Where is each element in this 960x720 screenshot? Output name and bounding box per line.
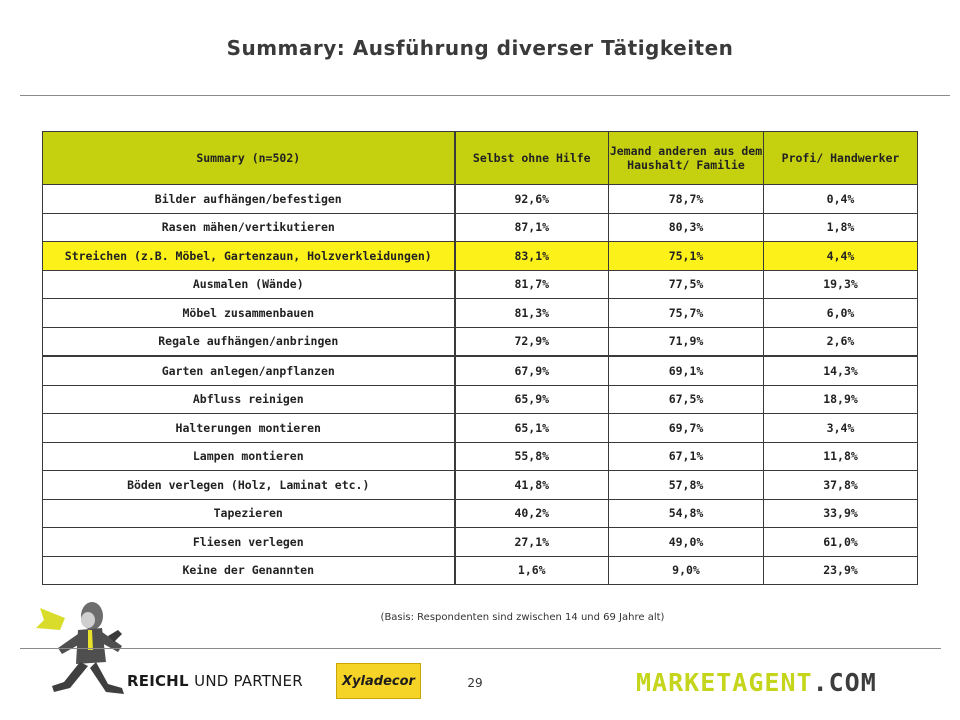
reichl-logo-rest: UND PARTNER: [194, 672, 303, 690]
table-cell: 3,4%: [763, 413, 918, 443]
table-cell: 11,8%: [763, 441, 918, 471]
table-row: Fliesen verlegen 27,1% 49,0% 61,0%: [42, 527, 918, 557]
table-cell: 81,7%: [454, 269, 609, 299]
xyladecor-logo: Xyladecor: [336, 663, 421, 699]
table-cell: 40,2%: [454, 498, 609, 528]
table-cell: 71,9%: [608, 326, 764, 357]
table-cell: 41,8%: [454, 470, 609, 500]
table-cell: 77,5%: [608, 269, 764, 299]
table-cell: 57,8%: [608, 470, 764, 500]
table-row: Regale aufhängen/anbringen 72,9% 71,9% 2,6%: [42, 326, 918, 357]
row-label: Lampen montieren: [42, 441, 456, 471]
table-cell: 81,3%: [454, 298, 609, 328]
running-businessman-icon: [30, 590, 130, 714]
table-cell: 0,4%: [763, 184, 918, 214]
table-cell: 67,9%: [454, 355, 609, 386]
table-cell: 23,9%: [763, 555, 918, 585]
table-cell: 4,4%: [763, 241, 918, 271]
table-header-row: Summary (n=502) Selbst ohne Hilfe Jemand…: [42, 131, 918, 185]
table-cell: 2,6%: [763, 326, 918, 357]
marketagent-logo-main: MARKETAGENT: [636, 668, 813, 697]
table-row: Böden verlegen (Holz, Laminat etc.) 41,8%…: [42, 470, 918, 500]
row-label: Abfluss reinigen: [42, 384, 456, 414]
row-label: Streichen (z.B. Möbel, Gartenzaun, Holzv…: [42, 241, 456, 271]
table-cell: 1,6%: [454, 555, 609, 585]
table-cell: 87,1%: [454, 212, 609, 242]
table-row: Ausmalen (Wände) 81,7% 77,5% 19,3%: [42, 269, 918, 299]
bottom-divider: [20, 648, 941, 649]
row-label: Ausmalen (Wände): [42, 269, 456, 299]
table-row: Keine der Genannten 1,6% 9,0% 23,9%: [42, 555, 918, 585]
table-cell: 78,7%: [608, 184, 764, 214]
table-cell: 61,0%: [763, 527, 918, 557]
table-row: Streichen (z.B. Möbel, Gartenzaun, Holzv…: [42, 241, 918, 271]
marketagent-logo-tld: .COM: [812, 668, 877, 697]
row-label: Böden verlegen (Holz, Laminat etc.): [42, 470, 456, 500]
table-row: Rasen mähen/vertikutieren 87,1% 80,3% 1,8%: [42, 212, 918, 242]
page-number: 29: [467, 676, 483, 690]
reichl-und-partner-logo: REICHL UND PARTNER: [127, 672, 303, 690]
table-cell: 83,1%: [454, 241, 609, 271]
table-row: Garten anlegen/anpflanzen 67,9% 69,1% 14,3%: [42, 355, 918, 386]
table-cell: 67,5%: [608, 384, 764, 414]
column-header: Selbst ohne Hilfe: [454, 131, 609, 185]
marketagent-logo: MARKETAGENT.COM: [636, 668, 877, 697]
xyladecor-logo-text: Xyladecor: [342, 673, 415, 689]
row-label: Rasen mähen/vertikutieren: [42, 212, 456, 242]
table-cell: 33,9%: [763, 498, 918, 528]
basis-note: (Basis: Respondenten sind zwischen 14 un…: [380, 612, 665, 623]
table-cell: 55,8%: [454, 441, 609, 471]
page-title: Summary: Ausführung diverser Tätigkeiten: [226, 36, 734, 60]
table-row: Abfluss reinigen 65,9% 67,5% 18,9%: [42, 384, 918, 414]
table-cell: 1,8%: [763, 212, 918, 242]
table-cell: 69,7%: [608, 413, 764, 443]
row-label: Garten anlegen/anpflanzen: [42, 355, 456, 386]
table-cell: 69,1%: [608, 355, 764, 386]
column-header: Profi/ Handwerker: [763, 131, 918, 185]
table-cell: 65,9%: [454, 384, 609, 414]
table-row: Bilder aufhängen/befestigen 92,6% 78,7% 0,4…: [42, 184, 918, 214]
table-cell: 9,0%: [608, 555, 764, 585]
table-cell: 6,0%: [763, 298, 918, 328]
table-row: Tapezieren 40,2% 54,8% 33,9%: [42, 498, 918, 528]
row-label: Halterungen montieren: [42, 413, 456, 443]
table-cell: 37,8%: [763, 470, 918, 500]
table-row: Halterungen montieren 65,1% 69,7% 3,4%: [42, 413, 918, 443]
table-cell: 18,9%: [763, 384, 918, 414]
row-label: Keine der Genannten: [42, 555, 456, 585]
table-row: Lampen montieren 55,8% 67,1% 11,8%: [42, 441, 918, 471]
table-cell: 14,3%: [763, 355, 918, 386]
table-cell: 19,3%: [763, 269, 918, 299]
row-label: Fliesen verlegen: [42, 527, 456, 557]
table-cell: 67,1%: [608, 441, 764, 471]
column-header: Summary (n=502): [42, 131, 456, 185]
row-label: Tapezieren: [42, 498, 456, 528]
table-cell: 92,6%: [454, 184, 609, 214]
reichl-logo-bold: REICHL: [127, 672, 189, 690]
table-cell: 54,8%: [608, 498, 764, 528]
row-label: Regale aufhängen/anbringen: [42, 326, 456, 357]
table-cell: 49,0%: [608, 527, 764, 557]
summary-table: Summary (n=502) Selbst ohne Hilfe Jemand…: [42, 131, 918, 585]
row-label: Bilder aufhängen/befestigen: [42, 184, 456, 214]
top-divider: [20, 95, 950, 96]
table-cell: 72,9%: [454, 326, 609, 357]
table-cell: 27,1%: [454, 527, 609, 557]
table-cell: 75,1%: [608, 241, 764, 271]
row-label: Möbel zusammenbauen: [42, 298, 456, 328]
table-row: Möbel zusammenbauen 81,3% 75,7% 6,0%: [42, 298, 918, 328]
table-cell: 75,7%: [608, 298, 764, 328]
table-cell: 65,1%: [454, 413, 609, 443]
column-header: Jemand anderen aus dem Haushalt/ Familie: [608, 131, 764, 185]
table-cell: 80,3%: [608, 212, 764, 242]
